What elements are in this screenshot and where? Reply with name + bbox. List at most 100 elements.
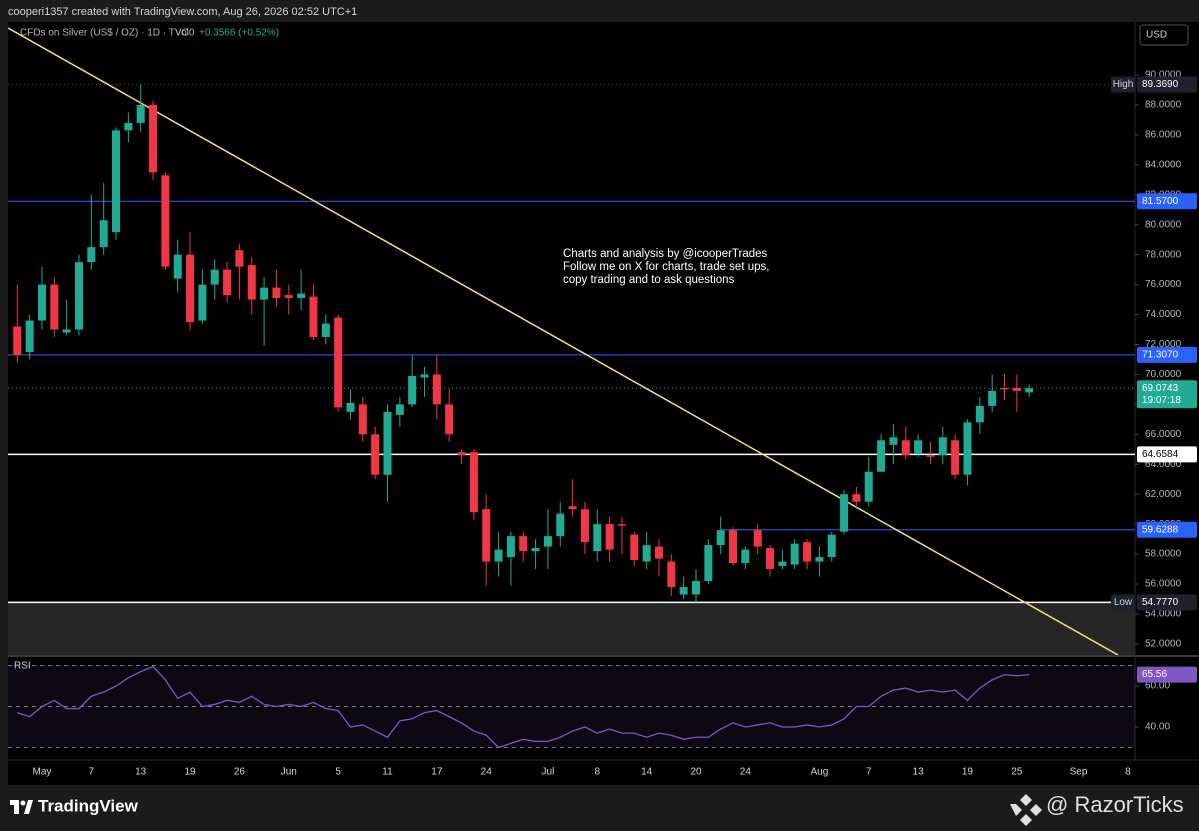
candle-body bbox=[605, 524, 614, 550]
candle-body bbox=[692, 581, 700, 595]
axes: May 7 13 19 26 Jun 5 11 17 24 Jul 8 14 20 24 Aug 7 13 19 25… bbox=[33, 70, 1197, 778]
candle-body bbox=[741, 549, 750, 564]
x-tick-label: 7 bbox=[866, 767, 872, 778]
y-tick-label: 54.0000 bbox=[1145, 609, 1182, 620]
candle-body bbox=[827, 534, 836, 558]
candle-body bbox=[531, 548, 540, 552]
candle-body bbox=[1025, 388, 1034, 393]
candle-body bbox=[62, 329, 71, 333]
candle-body bbox=[469, 452, 478, 513]
candle-body bbox=[556, 513, 565, 537]
candle-body bbox=[136, 104, 145, 123]
candle-body bbox=[457, 452, 466, 456]
candle-body bbox=[617, 524, 626, 526]
tradingview-logo bbox=[10, 800, 33, 814]
candle-body bbox=[716, 530, 725, 546]
candle-body bbox=[654, 546, 663, 559]
candle-body bbox=[729, 530, 738, 564]
x-tick-label: 26 bbox=[234, 767, 246, 778]
candle-body bbox=[37, 284, 46, 321]
extreme-badge-box bbox=[1137, 76, 1197, 93]
candle-body bbox=[284, 295, 293, 299]
candle-body bbox=[630, 534, 639, 561]
x-tick-label: Aug bbox=[811, 767, 829, 778]
candle-body bbox=[346, 402, 355, 412]
candle-body bbox=[161, 175, 170, 267]
candle-body bbox=[87, 247, 96, 263]
x-tick-label: 13 bbox=[135, 767, 147, 778]
level-badge-box bbox=[1137, 346, 1197, 363]
candle-body bbox=[988, 390, 997, 406]
candle-body bbox=[358, 404, 367, 435]
x-tick-label: Sep bbox=[1070, 767, 1088, 778]
candle-body bbox=[173, 254, 182, 279]
candle-body bbox=[395, 404, 404, 415]
candle-body bbox=[260, 287, 269, 300]
candle-body bbox=[803, 542, 812, 562]
x-tick-label: 19 bbox=[184, 767, 196, 778]
y-tick-label: 84.0000 bbox=[1145, 159, 1182, 170]
candle-body bbox=[1000, 387, 1009, 390]
candle-body bbox=[790, 543, 799, 565]
candle-body bbox=[766, 548, 775, 570]
candle-body bbox=[25, 320, 34, 352]
candle-body bbox=[210, 269, 219, 285]
x-tick-label: 24 bbox=[740, 767, 752, 778]
level-badge: 64.6584 bbox=[1142, 449, 1179, 460]
candle-body bbox=[568, 506, 577, 510]
trendline bbox=[8, 27, 1119, 655]
x-tick-label: 24 bbox=[481, 767, 493, 778]
last-price: 69.0743 bbox=[1142, 383, 1179, 394]
candle-body bbox=[519, 536, 528, 552]
candle-body bbox=[186, 254, 195, 323]
y-tick-label: 62.0000 bbox=[1145, 489, 1182, 500]
candle-body bbox=[432, 374, 441, 405]
legend-change: +0.3566 (+0.52%) bbox=[199, 28, 279, 39]
last-price-box bbox=[1137, 380, 1197, 409]
candle-body bbox=[975, 405, 984, 423]
candle-body bbox=[371, 434, 380, 475]
candle-body bbox=[445, 404, 454, 435]
y-tick-label: 70.0000 bbox=[1145, 369, 1182, 380]
currency-box[interactable] bbox=[1139, 24, 1189, 46]
y-tick-label: 56.0000 bbox=[1145, 579, 1182, 590]
rsi-y-tick-label: 40.00 bbox=[1145, 722, 1170, 733]
candle-body bbox=[75, 262, 83, 330]
rsi-value-box bbox=[1137, 666, 1197, 683]
extreme-tag-box bbox=[1111, 76, 1135, 93]
candle-body bbox=[124, 122, 133, 131]
y-tick-label: 80.0000 bbox=[1145, 219, 1182, 230]
currency[interactable]: USD bbox=[1146, 30, 1167, 41]
extreme-badge: 54.7770 bbox=[1142, 597, 1179, 608]
candle-body bbox=[753, 530, 762, 547]
x-tick-label: 25 bbox=[1011, 767, 1023, 778]
x-tick-label: 11 bbox=[382, 767, 393, 778]
level-badge: 81.5700 bbox=[1142, 196, 1179, 207]
candle-body bbox=[297, 293, 306, 299]
level-badge-box bbox=[1137, 193, 1197, 210]
y-tick-label: 76.0000 bbox=[1145, 279, 1182, 290]
rsi-line bbox=[17, 665, 1030, 749]
x-tick-label: May bbox=[33, 767, 52, 778]
candle-body bbox=[938, 437, 947, 456]
candle-body bbox=[679, 587, 688, 595]
x-tick-label: 17 bbox=[431, 767, 443, 778]
candle-body bbox=[914, 440, 923, 454]
below-low-area bbox=[8, 602, 1135, 655]
price-pane bbox=[8, 27, 1135, 655]
y-tick-label: 90.0000 bbox=[1145, 70, 1182, 81]
level-badge: 59.6288 bbox=[1142, 524, 1179, 535]
candle-body bbox=[840, 494, 849, 532]
y-tick-label: 74.0000 bbox=[1145, 309, 1182, 320]
annotation: copy trading and to ask questions bbox=[563, 274, 735, 286]
level-badge: 71.3070 bbox=[1142, 350, 1179, 361]
candle-body bbox=[321, 323, 330, 338]
level-badge-box bbox=[1137, 521, 1197, 538]
candle-body bbox=[877, 440, 886, 472]
y-tick-label: 58.0000 bbox=[1145, 549, 1182, 560]
candle-body bbox=[334, 317, 343, 408]
candle-body bbox=[50, 284, 59, 330]
x-tick-label: Jul bbox=[542, 767, 555, 778]
candle-body bbox=[408, 375, 417, 405]
x-tick-label: 8 bbox=[594, 767, 600, 778]
